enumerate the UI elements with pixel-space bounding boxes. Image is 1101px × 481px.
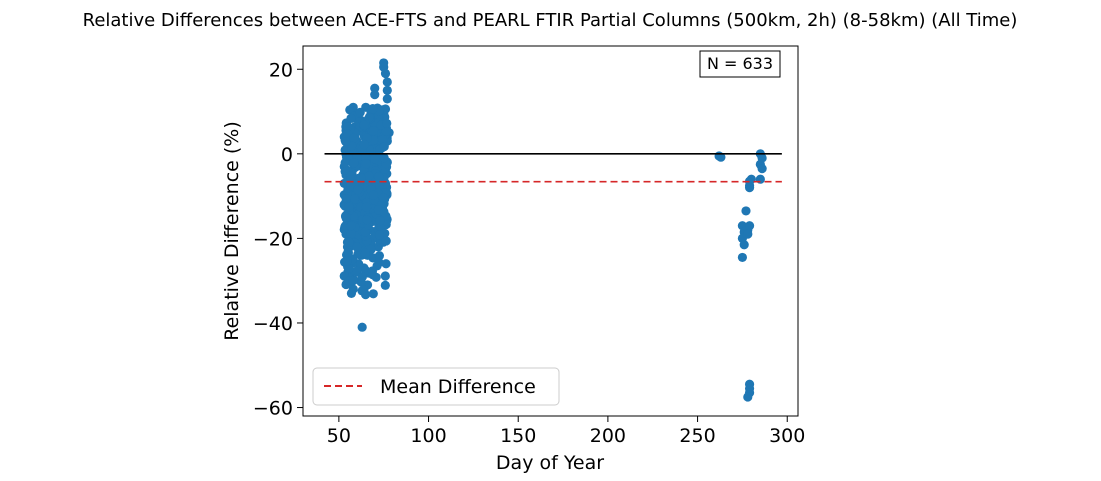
chart-title: Relative Differences between ACE-FTS and…	[83, 10, 1018, 31]
data-point	[348, 276, 358, 286]
data-point	[744, 183, 755, 193]
data-point	[357, 272, 367, 282]
data-point	[382, 85, 392, 95]
legend-mean-difference-label: Mean Difference	[380, 376, 536, 398]
data-point	[369, 154, 380, 164]
y-axis-label: Relative Difference (%)	[221, 121, 243, 341]
y-tick-label: −20	[253, 228, 293, 250]
x-tick-label: 200	[590, 425, 626, 447]
data-point	[380, 280, 390, 290]
data-point	[368, 289, 378, 299]
data-point	[352, 242, 362, 252]
data-point	[368, 103, 378, 114]
x-tick-label: 150	[500, 425, 536, 447]
data-point	[739, 240, 749, 250]
data-point	[374, 251, 385, 261]
data-point	[370, 90, 380, 100]
count-annotation: N = 633	[699, 50, 781, 78]
data-point	[359, 139, 369, 150]
data-point	[344, 237, 354, 247]
data-point	[341, 136, 351, 147]
data-point	[374, 230, 385, 240]
x-tick-label: 250	[679, 425, 715, 447]
data-point	[379, 153, 389, 163]
data-point	[373, 205, 384, 215]
data-point	[357, 322, 367, 332]
data-point	[362, 215, 372, 225]
data-point	[360, 248, 371, 258]
scatter-points	[339, 58, 767, 402]
data-point	[343, 122, 353, 132]
data-point	[349, 194, 360, 204]
data-point	[361, 202, 372, 212]
data-point	[378, 134, 388, 145]
data-point	[346, 180, 356, 191]
count-annotation-box	[699, 50, 781, 78]
data-point	[343, 248, 353, 258]
data-point	[355, 107, 365, 117]
data-point	[344, 202, 354, 212]
x-axis-label: Day of Year	[496, 452, 604, 474]
data-point	[346, 113, 356, 123]
axes-frame	[302, 45, 799, 417]
data-point	[716, 152, 726, 162]
data-point	[361, 158, 371, 169]
data-point	[741, 206, 751, 216]
legend: Mean Difference	[312, 367, 560, 406]
data-point	[737, 252, 748, 263]
data-point	[374, 257, 384, 268]
data-point	[342, 256, 352, 266]
y-tick-label: −60	[253, 398, 293, 420]
data-point	[364, 171, 374, 181]
data-point	[382, 118, 392, 128]
data-point	[360, 227, 370, 237]
plot-area	[324, 58, 782, 402]
x-tick-label: 100	[410, 425, 446, 447]
y-tick-label: 20	[269, 59, 293, 81]
data-point	[380, 68, 391, 79]
data-point	[370, 83, 380, 93]
data-point	[381, 259, 391, 269]
data-point	[346, 229, 356, 239]
data-point	[346, 221, 356, 231]
data-point	[340, 158, 350, 168]
x-tick-label: 300	[769, 425, 805, 447]
data-point	[382, 77, 392, 87]
data-point	[356, 173, 366, 183]
data-point	[382, 94, 392, 104]
data-point	[359, 120, 369, 130]
x-tick-label: 50	[327, 425, 351, 447]
data-point	[378, 193, 389, 203]
data-point	[744, 221, 755, 231]
data-point	[380, 271, 390, 281]
y-tick-label: −40	[253, 313, 293, 335]
data-point	[346, 288, 357, 298]
data-point	[375, 216, 385, 226]
data-point	[381, 126, 391, 137]
data-point	[743, 229, 753, 239]
data-point	[352, 266, 362, 276]
x-axis-ticks: 50 100 150 200 250 300	[327, 416, 805, 447]
reference-lines	[324, 153, 782, 183]
data-point	[349, 133, 359, 143]
data-point	[743, 392, 753, 402]
data-point	[344, 263, 354, 274]
data-point	[359, 284, 369, 295]
data-point	[757, 164, 767, 174]
count-annotation-text: N = 633	[707, 54, 773, 73]
data-point	[374, 172, 384, 182]
y-axis-ticks: 20 0 −20 −40 −60	[253, 59, 303, 420]
data-point	[341, 212, 351, 222]
data-point	[381, 236, 391, 246]
data-point	[349, 158, 359, 168]
y-tick-label: 0	[281, 144, 293, 166]
data-point	[368, 190, 379, 200]
legend-box	[312, 367, 560, 406]
data-point	[367, 266, 378, 276]
data-point	[353, 185, 363, 195]
data-point	[379, 142, 389, 152]
data-point	[368, 125, 379, 136]
